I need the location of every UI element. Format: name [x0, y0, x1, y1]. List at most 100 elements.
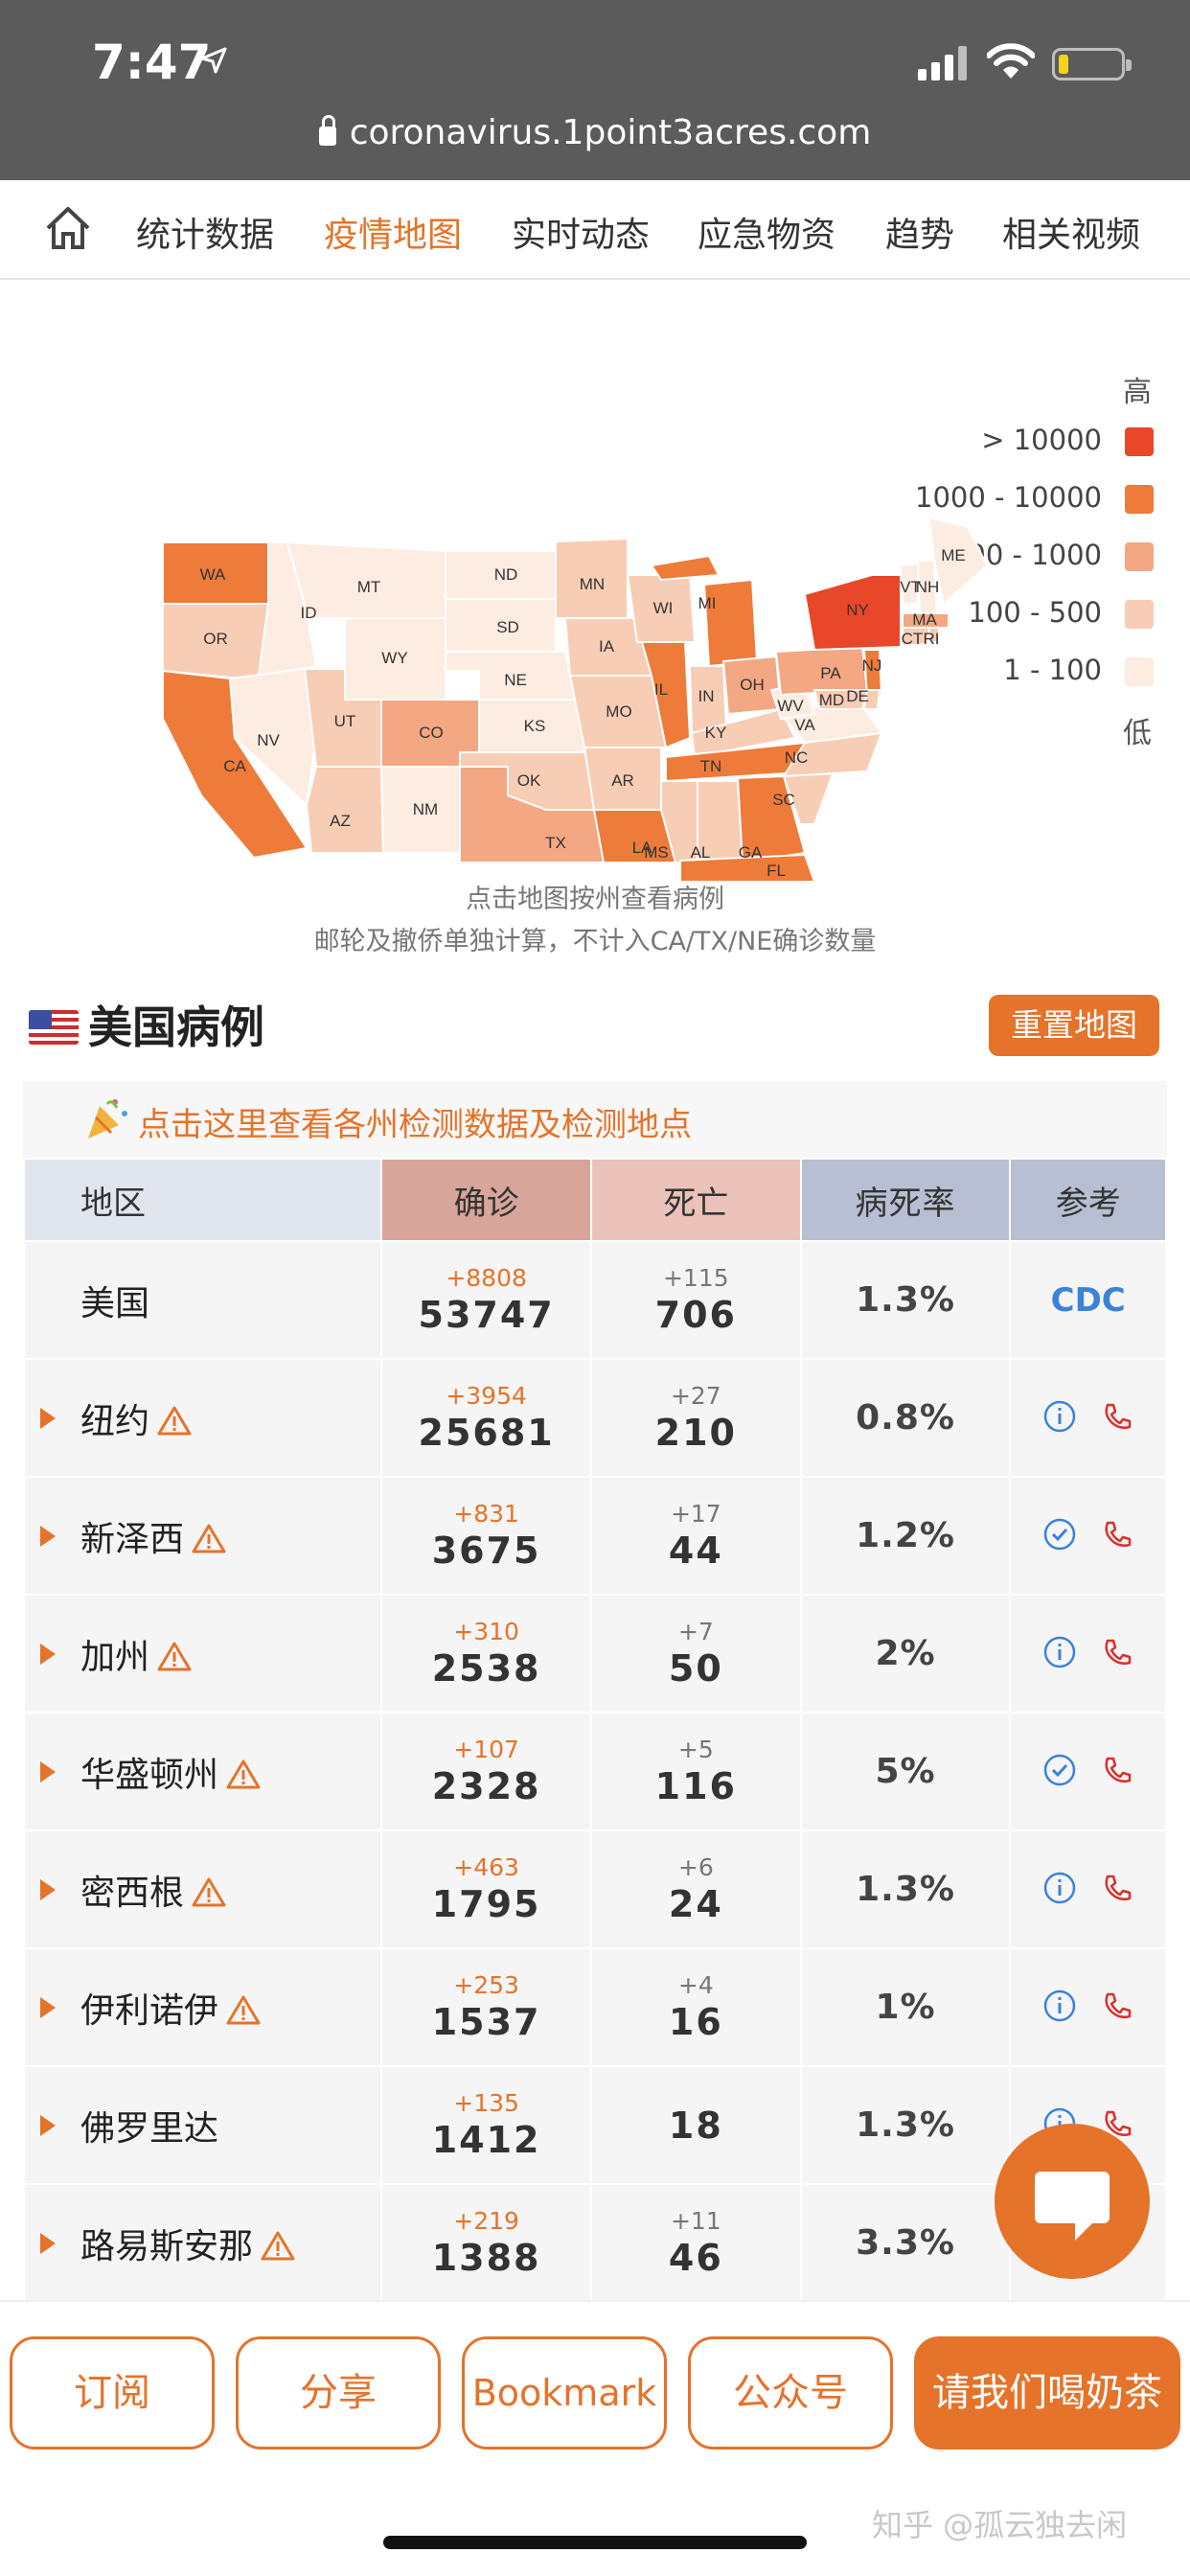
- region-cell[interactable]: 路易斯安那: [25, 2185, 381, 2301]
- table-row[interactable]: 新泽西 +831 3675 +17 44 1.2%: [25, 1478, 1165, 1594]
- fatality-rate: 2%: [875, 1634, 936, 1673]
- phone-icon[interactable]: [1100, 1517, 1134, 1552]
- rate-cell: 1%: [801, 1949, 1010, 2065]
- subscribe-button[interactable]: 订阅: [10, 2336, 215, 2450]
- region-cell[interactable]: 伊利诺伊: [25, 1949, 381, 2065]
- nav-videos[interactable]: 相关视频: [1002, 216, 1141, 255]
- verified-icon[interactable]: [1042, 1753, 1077, 1787]
- expand-arrow-icon[interactable]: [40, 1408, 56, 1429]
- region-cell[interactable]: 美国: [25, 1242, 381, 1358]
- warning-icon: [226, 1995, 261, 2024]
- table-row[interactable]: 加州 +310 2538 +7 50 2%: [25, 1596, 1165, 1712]
- expand-arrow-icon[interactable]: [40, 1526, 56, 1547]
- testing-data-link[interactable]: 点击这里查看各州检测数据及检测地点: [23, 1081, 1167, 1158]
- col-region[interactable]: 地区: [25, 1160, 381, 1240]
- party-popper-icon: [88, 1099, 127, 1138]
- state-mi[interactable]: [702, 578, 759, 668]
- confirmed-count: 3675: [431, 1529, 541, 1572]
- region-cell[interactable]: 佛罗里达: [25, 2067, 381, 2183]
- state-label: VA: [794, 716, 815, 734]
- state-ct[interactable]: [902, 627, 931, 648]
- nav-trends[interactable]: 趋势: [885, 216, 955, 255]
- phone-icon[interactable]: [1100, 1399, 1134, 1434]
- expand-arrow-icon[interactable]: [40, 1644, 56, 1665]
- phone-icon[interactable]: [1100, 2106, 1134, 2141]
- reset-map-button[interactable]: 重置地图: [989, 995, 1159, 1056]
- state-vt[interactable]: [899, 562, 919, 605]
- state-az[interactable]: [305, 766, 385, 854]
- phone-icon[interactable]: [1100, 1871, 1134, 1905]
- state-nv[interactable]: [228, 667, 318, 808]
- confirmed-cell: +463 1795: [382, 1831, 590, 1947]
- info-icon[interactable]: [1042, 1635, 1077, 1669]
- table-row[interactable]: 纽约 +3954 25681 +27 210 0.8%: [25, 1360, 1165, 1476]
- table-row[interactable]: 华盛顿州 +107 2328 +5 116 5%: [25, 1714, 1165, 1829]
- table-row: 美国 +8808 53747 +115 706 1.3% CDC: [25, 1242, 1165, 1358]
- table-row[interactable]: 佛罗里达 +135 1412 18 1.3%: [25, 2067, 1165, 2183]
- cdc-link[interactable]: CDC: [1050, 1280, 1126, 1320]
- phone-icon[interactable]: [1100, 1989, 1134, 2023]
- region-name: 佛罗里达: [80, 2108, 219, 2149]
- confirmed-delta: +219: [453, 2206, 519, 2235]
- share-button[interactable]: 分享: [236, 2336, 441, 2450]
- home-icon[interactable]: [44, 205, 92, 251]
- col-reference: 参考: [1011, 1160, 1165, 1240]
- state-label: NH: [916, 578, 940, 596]
- warning-icon: [157, 1406, 192, 1435]
- nav-stats[interactable]: 统计数据: [136, 216, 275, 255]
- phone-icon[interactable]: [1100, 1753, 1134, 1787]
- donate-button[interactable]: 请我们喝奶茶: [914, 2336, 1180, 2450]
- expand-arrow-icon[interactable]: [40, 1997, 56, 2018]
- state-ga[interactable]: [736, 774, 807, 864]
- col-confirmed[interactable]: 确诊: [382, 1160, 590, 1240]
- nav-supplies[interactable]: 应急物资: [698, 216, 836, 255]
- legend-item: > 10000: [981, 424, 1154, 456]
- table-row[interactable]: 伊利诺伊 +253 1537 +4 16 1%: [25, 1949, 1165, 2065]
- reference-cell: CDC: [1011, 1242, 1165, 1358]
- info-icon[interactable]: [1042, 1399, 1077, 1434]
- region-cell[interactable]: 新泽西: [25, 1478, 381, 1594]
- state-ky[interactable]: [690, 707, 797, 759]
- state-fl[interactable]: [679, 853, 816, 882]
- state-tx[interactable]: [459, 766, 606, 863]
- state-label: WI: [653, 599, 674, 617]
- table-row[interactable]: 密西根 +463 1795 +6 24 1.3%: [25, 1831, 1165, 1947]
- state-de[interactable]: [862, 689, 881, 710]
- nav-map[interactable]: 疫情地图: [324, 216, 463, 255]
- state-mi-up[interactable]: [650, 554, 721, 582]
- state-md[interactable]: [812, 689, 869, 710]
- expand-arrow-icon[interactable]: [40, 2233, 56, 2254]
- col-fatality-rate[interactable]: 病死率: [801, 1160, 1010, 1240]
- state-ri[interactable]: [928, 627, 940, 643]
- state-nj[interactable]: [862, 649, 883, 700]
- bookmark-button[interactable]: Bookmark: [462, 2336, 667, 2450]
- col-deaths[interactable]: 死亡: [591, 1160, 800, 1240]
- state-il[interactable]: [640, 641, 692, 749]
- url-bar[interactable]: coronavirus.1point3acres.com: [0, 113, 1190, 152]
- map-caption: 点击地图按州查看病例: [466, 885, 724, 914]
- deaths-delta: +11: [670, 2206, 721, 2235]
- us-case-map: 高 > 10000 1000 - 10000 500 - 1000 100 - …: [0, 288, 1190, 978]
- state-label: VT: [900, 578, 921, 596]
- deaths-cell: +6 24: [591, 1831, 800, 1947]
- state-me[interactable]: [927, 516, 987, 606]
- phone-icon[interactable]: [1100, 1635, 1134, 1669]
- states-map[interactable]: WA OR CA MT ID WY NV UT CO AZ NM ND SD N…: [144, 288, 987, 882]
- region-cell[interactable]: 华盛顿州: [25, 1714, 381, 1829]
- region-cell[interactable]: 加州: [25, 1596, 381, 1712]
- nav-live[interactable]: 实时动态: [512, 216, 651, 255]
- verified-icon[interactable]: [1042, 1517, 1077, 1552]
- region-cell[interactable]: 密西根: [25, 1831, 381, 1947]
- info-icon[interactable]: [1042, 1871, 1077, 1905]
- expand-arrow-icon[interactable]: [40, 1879, 56, 1900]
- chat-button[interactable]: [995, 2124, 1150, 2279]
- expand-arrow-icon[interactable]: [40, 2115, 56, 2136]
- wechat-account-button[interactable]: 公众号: [688, 2336, 893, 2450]
- expand-arrow-icon[interactable]: [40, 1761, 56, 1782]
- confirmed-cell: +107 2328: [382, 1714, 590, 1829]
- info-icon[interactable]: [1042, 1989, 1077, 2023]
- state-ny[interactable]: [803, 574, 902, 652]
- region-cell[interactable]: 纽约: [25, 1360, 381, 1476]
- state-ma[interactable]: [902, 612, 950, 629]
- state-label: IA: [599, 637, 615, 656]
